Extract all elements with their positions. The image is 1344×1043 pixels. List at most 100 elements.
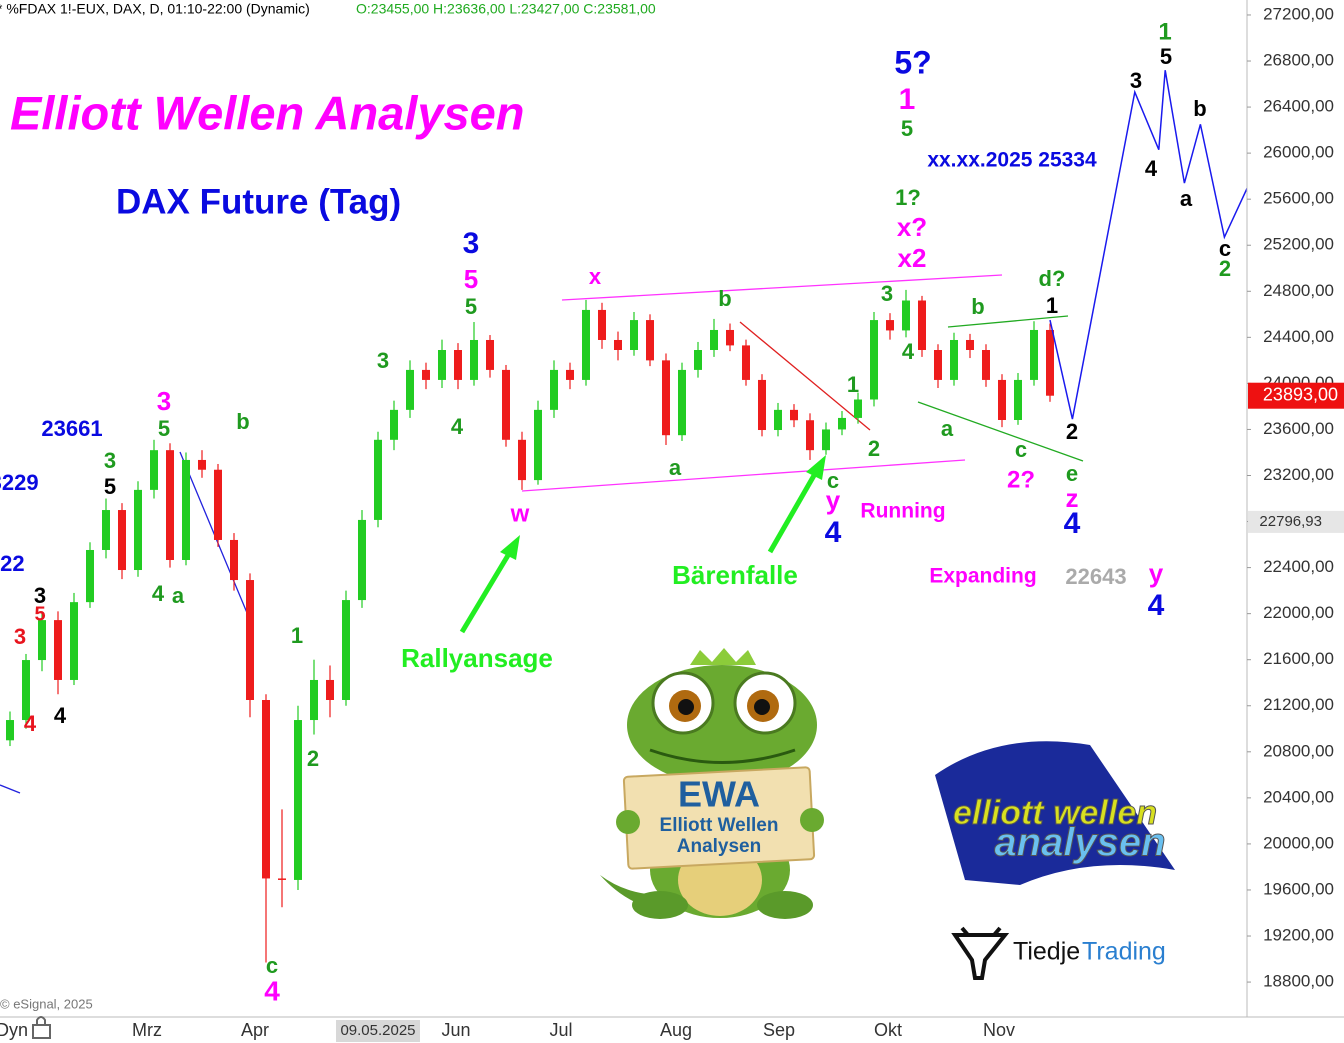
y-axis: 27200,00 26800,00 26400,00 26000,00 25600,00… xyxy=(1247,4,1344,991)
wave-label: 5? xyxy=(894,44,931,80)
candle-body xyxy=(934,350,942,380)
ewa-sign-line: Elliott Wellen xyxy=(660,815,779,836)
wave-label: 22222 xyxy=(0,551,25,576)
wave-label: 4 xyxy=(825,516,842,549)
wave-label: 5 xyxy=(158,416,170,441)
wave-label: 23661 xyxy=(41,416,102,441)
candle-body xyxy=(1046,329,1054,396)
y-tick-label: 20000,00 xyxy=(1263,833,1334,852)
wave-label: 5 xyxy=(34,603,45,625)
wave-label: x? xyxy=(897,212,927,242)
candle-body xyxy=(294,720,302,880)
wave-label: w xyxy=(510,500,530,527)
y-tick-label: 26400,00 xyxy=(1263,97,1334,116)
candle-body xyxy=(982,350,990,380)
candle-body xyxy=(422,369,430,380)
price-label-box xyxy=(1248,510,1344,533)
x-tick-label: Mrz xyxy=(132,1020,162,1040)
wave-label: x2 xyxy=(898,243,927,273)
title: Elliott Wellen Analysen xyxy=(10,86,525,139)
y-tick-label: 26000,00 xyxy=(1263,143,1334,162)
wave-label: 2 xyxy=(868,436,880,461)
wave-label: d? xyxy=(1039,266,1066,291)
candle-body xyxy=(54,620,62,680)
x-tick-label: 09.05.2025 xyxy=(340,1022,415,1039)
candle-body xyxy=(246,580,254,700)
wave-label: Expanding xyxy=(929,565,1036,588)
wave-label: 4 xyxy=(54,703,67,728)
subtitle: DAX Future (Tag) xyxy=(116,182,401,221)
wave-label: 5 xyxy=(1160,44,1172,69)
x-tick-label: Apr xyxy=(241,1020,269,1040)
candle-body xyxy=(550,369,558,410)
candle-body xyxy=(486,339,494,370)
y-tick-label: 22000,00 xyxy=(1263,603,1334,622)
candle-body xyxy=(790,409,798,421)
candle-body xyxy=(102,510,110,550)
ew-logo-text: elliott wellen xyxy=(953,794,1157,832)
wave-label: b xyxy=(971,294,984,319)
candle-body xyxy=(454,350,462,380)
candle-body xyxy=(854,399,862,418)
candle-body xyxy=(646,320,654,361)
wave-label: x xyxy=(589,264,602,289)
y-tick-label: 21200,00 xyxy=(1263,695,1334,714)
y-tick-label: 26800,00 xyxy=(1263,51,1334,70)
wave-label: 1 xyxy=(1158,18,1171,45)
candle-body xyxy=(870,320,878,400)
wave-label: 4 xyxy=(24,711,37,736)
wave-label: 2? xyxy=(1007,466,1035,493)
copyright: © eSignal, 2025 xyxy=(0,996,93,1011)
candle-body xyxy=(310,679,318,721)
tiedje-logo: Tiedje Trading xyxy=(951,926,1166,980)
y-tick-label: 20400,00 xyxy=(1263,787,1334,806)
candle-body xyxy=(6,720,14,741)
candle-body xyxy=(518,439,526,481)
candle-body xyxy=(134,489,142,571)
candle-body xyxy=(342,600,350,700)
wave-label: 1 xyxy=(291,623,303,648)
candle-body xyxy=(950,339,958,380)
candle-body xyxy=(726,329,734,346)
wave-label: 3 xyxy=(881,281,893,306)
candle-body xyxy=(838,417,846,430)
annotations: 222223534423229352366135b4a12c434355xwab… xyxy=(0,18,1231,1006)
header-symbol: * %FDAX 1!-EUX, DAX, D, 01:10-22:00 (Dyn… xyxy=(0,1,310,17)
candle-body xyxy=(902,300,910,331)
candle-body xyxy=(390,409,398,440)
candle-body xyxy=(278,878,286,880)
candle-body xyxy=(214,469,222,540)
candle-body xyxy=(262,700,270,879)
wave-label: 4 xyxy=(902,339,915,364)
candle-body xyxy=(38,620,46,661)
y-tick-label: 27200,00 xyxy=(1263,4,1334,23)
wave-label: 2 xyxy=(307,746,319,771)
candle-body xyxy=(742,345,750,380)
wave-label: 5 xyxy=(465,294,477,319)
candle-body xyxy=(326,679,334,700)
wave-label: 1 xyxy=(847,372,859,397)
candle-body xyxy=(534,409,542,481)
candles xyxy=(6,70,1250,963)
ewa-sign-line: Analysen xyxy=(677,836,761,857)
candle-body xyxy=(1014,379,1022,420)
wave-label: 4 xyxy=(1148,589,1165,622)
candle-body xyxy=(358,519,366,601)
y-tick-label: 21600,00 xyxy=(1263,649,1334,668)
x-tick-label: Dyn xyxy=(0,1020,28,1040)
wave-label: 3 xyxy=(157,386,171,416)
candle-body xyxy=(886,320,894,331)
wave-label: b xyxy=(1193,96,1206,121)
wave-label: 3 xyxy=(34,583,46,608)
wave-label: b xyxy=(236,409,249,434)
y-tick-label: 23600,00 xyxy=(1263,419,1334,438)
candle-body xyxy=(118,510,126,571)
wave-label: 4 xyxy=(152,581,165,606)
candle-body xyxy=(230,539,238,581)
wave-label: c xyxy=(1015,437,1027,462)
y-tick-label: 18800,00 xyxy=(1263,972,1334,991)
price-label: 22796,93 xyxy=(1259,513,1322,530)
y-tick-label: 23200,00 xyxy=(1263,465,1334,484)
wave-label: 1 xyxy=(899,83,916,116)
candle-body xyxy=(198,459,206,470)
